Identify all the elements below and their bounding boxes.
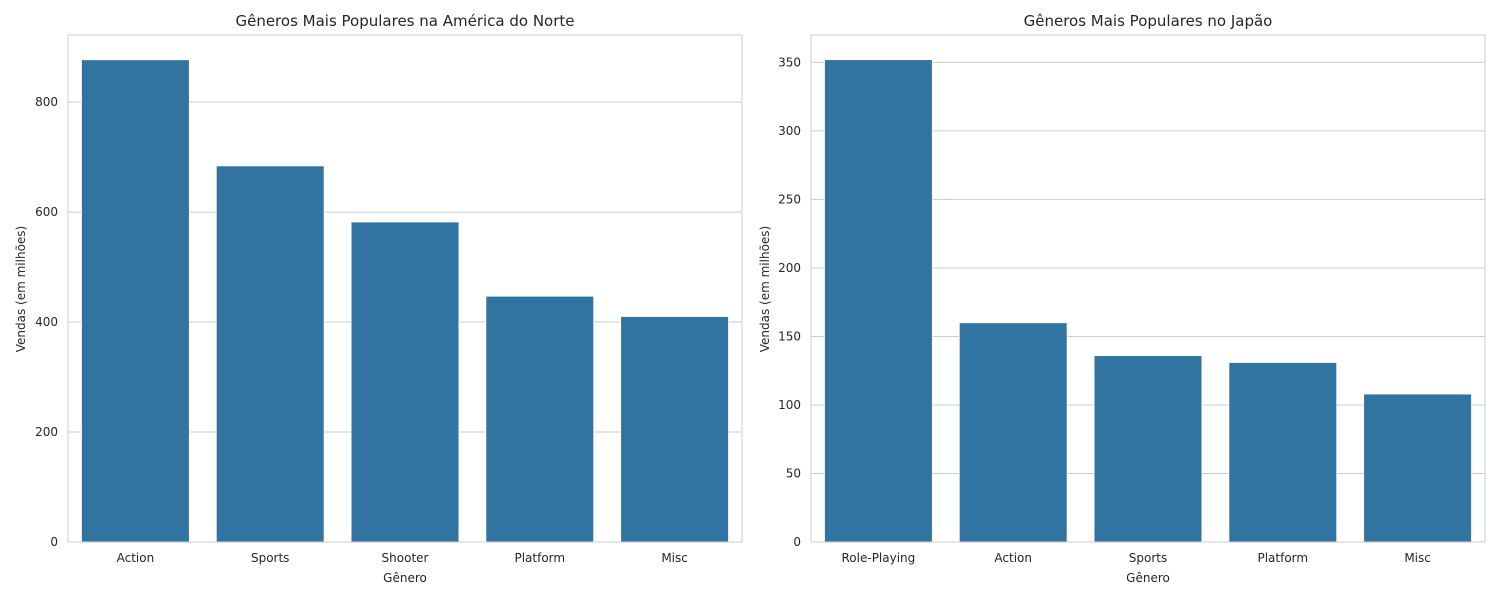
chart-title: Gêneros Mais Populares na América do Nor… [235,12,574,30]
chart-japan: Gêneros Mais Populares no Japão Gênero V… [758,12,1486,585]
x-tick-label: Sports [1129,551,1167,565]
bar-role-playing [824,59,933,543]
bar-misc [1363,393,1472,543]
bar-platform [485,295,595,543]
y-tick-label: 0 [50,535,58,549]
bar-shooter [350,221,460,543]
y-tick-label: 800 [35,95,58,109]
bar-sports [1093,355,1203,543]
x-tick-label: Platform [1257,551,1308,565]
y-tick-label: 100 [778,398,801,412]
bar-platform [1228,362,1338,543]
x-tick-label: Shooter [382,551,429,565]
plot-frame [810,34,1486,543]
y-tick-label: 200 [778,261,801,275]
y-tick-label: 50 [786,466,801,480]
y-tick-label: 400 [35,315,58,329]
y-tick-label: 150 [778,329,801,343]
y-tick-label: 600 [35,205,58,219]
x-tick-label: Misc [1404,551,1431,565]
chart-title: Gêneros Mais Populares no Japão [1024,12,1273,30]
bar-action [958,322,1068,543]
x-tick-label: Misc [661,551,688,565]
y-axis-label: Vendas (em milhões) [14,226,28,353]
bar-misc [620,316,729,543]
plot-frame [67,34,743,543]
x-tick-label: Action [117,551,155,565]
chart-north-america: Gêneros Mais Populares na América do Nor… [14,12,743,585]
bar-action [81,59,190,543]
x-axis-label: Gênero [383,571,427,585]
y-tick-label: 200 [35,425,58,439]
y-tick-label: 300 [778,124,801,138]
y-axis-label: Vendas (em milhões) [758,226,772,353]
x-tick-label: Sports [251,551,289,565]
x-axis-label: Gênero [1126,571,1170,585]
y-tick-label: 350 [778,55,801,69]
y-tick-label: 0 [793,535,801,549]
x-tick-label: Platform [514,551,565,565]
x-tick-label: Role-Playing [842,551,916,565]
y-tick-label: 250 [778,192,801,206]
x-tick-label: Action [994,551,1032,565]
bar-sports [215,165,325,543]
